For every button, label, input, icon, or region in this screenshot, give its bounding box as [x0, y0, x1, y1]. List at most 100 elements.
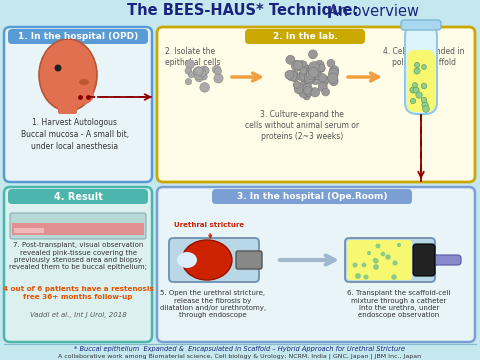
Circle shape — [309, 62, 319, 72]
Circle shape — [212, 66, 221, 74]
Text: 5. Open the urethral stricture,
release the fibrosis by
dilatation and/or urethr: 5. Open the urethral stricture, release … — [160, 290, 266, 319]
Circle shape — [303, 87, 312, 95]
Circle shape — [303, 90, 311, 98]
Text: 6. Transplant the scaffold-cell
mixture through a catheter
into the urethra, und: 6. Transplant the scaffold-cell mixture … — [348, 290, 451, 319]
Circle shape — [306, 68, 317, 78]
Circle shape — [413, 87, 419, 93]
Text: A collaborative work among Biomaterial science, Cell biology & Urology; NCRM, In: A collaborative work among Biomaterial s… — [59, 353, 421, 359]
Text: 4. Result: 4. Result — [54, 192, 102, 202]
FancyBboxPatch shape — [8, 29, 148, 44]
Circle shape — [328, 73, 338, 83]
FancyBboxPatch shape — [58, 88, 77, 114]
Circle shape — [303, 85, 311, 93]
Text: 2. Isolate the
epithelial cells: 2. Isolate the epithelial cells — [165, 47, 220, 67]
Text: 1. In the hospital (OPD): 1. In the hospital (OPD) — [18, 32, 138, 41]
Circle shape — [200, 82, 209, 92]
Circle shape — [306, 69, 316, 80]
Circle shape — [304, 73, 314, 82]
FancyBboxPatch shape — [413, 244, 435, 276]
Circle shape — [302, 65, 313, 76]
Text: 2. In the lab.: 2. In the lab. — [273, 32, 337, 41]
FancyBboxPatch shape — [345, 238, 435, 282]
Circle shape — [197, 68, 206, 77]
Circle shape — [193, 68, 202, 76]
Ellipse shape — [79, 79, 89, 85]
Circle shape — [321, 78, 328, 86]
Circle shape — [322, 88, 330, 96]
Circle shape — [185, 68, 192, 74]
Text: 1. Harvest Autologous
Buccal mucosa - A small bit,
under local anesthesia: 1. Harvest Autologous Buccal mucosa - A … — [21, 118, 129, 150]
Ellipse shape — [39, 39, 97, 111]
Circle shape — [291, 60, 302, 71]
Text: Vaddi et al., Int J Urol, 2018: Vaddi et al., Int J Urol, 2018 — [30, 312, 126, 318]
Circle shape — [303, 93, 310, 100]
Circle shape — [391, 274, 397, 280]
FancyBboxPatch shape — [8, 189, 148, 204]
Circle shape — [410, 99, 416, 104]
Circle shape — [304, 87, 313, 96]
Circle shape — [197, 69, 207, 79]
Circle shape — [293, 60, 303, 70]
Circle shape — [200, 66, 208, 74]
Circle shape — [421, 64, 426, 69]
Circle shape — [188, 72, 194, 78]
Circle shape — [307, 66, 315, 75]
Circle shape — [314, 68, 321, 75]
Circle shape — [289, 71, 300, 81]
Circle shape — [318, 82, 327, 91]
FancyBboxPatch shape — [433, 255, 461, 265]
Text: An overview: An overview — [324, 4, 419, 18]
Circle shape — [361, 262, 366, 267]
Circle shape — [305, 78, 312, 86]
Circle shape — [328, 68, 338, 78]
Circle shape — [363, 275, 369, 279]
Circle shape — [311, 66, 320, 75]
Circle shape — [304, 75, 314, 84]
Circle shape — [297, 60, 307, 71]
FancyBboxPatch shape — [401, 20, 441, 30]
Circle shape — [302, 84, 312, 93]
Circle shape — [416, 92, 422, 98]
Circle shape — [185, 78, 192, 85]
Circle shape — [397, 243, 401, 247]
FancyBboxPatch shape — [4, 187, 152, 342]
FancyBboxPatch shape — [347, 240, 412, 280]
Circle shape — [414, 68, 420, 74]
Text: 4. Cells suspended in
polymer scaffold: 4. Cells suspended in polymer scaffold — [383, 47, 465, 67]
Circle shape — [201, 73, 207, 80]
Circle shape — [423, 106, 429, 112]
Text: 3. In the hospital (Ope.Room): 3. In the hospital (Ope.Room) — [237, 192, 387, 201]
Circle shape — [293, 81, 300, 89]
Circle shape — [422, 102, 428, 108]
FancyBboxPatch shape — [405, 24, 437, 114]
Circle shape — [215, 68, 221, 75]
Circle shape — [308, 67, 319, 77]
Circle shape — [193, 67, 203, 76]
Circle shape — [414, 62, 420, 68]
Circle shape — [393, 260, 397, 266]
Circle shape — [375, 244, 381, 248]
Circle shape — [330, 66, 339, 75]
Text: 3. Culture-expand the
cells without animal serum or
proteins (2~3 weeks): 3. Culture-expand the cells without anim… — [245, 110, 359, 141]
Circle shape — [355, 273, 361, 279]
FancyBboxPatch shape — [10, 213, 146, 239]
Circle shape — [329, 77, 338, 86]
Ellipse shape — [182, 240, 232, 280]
Text: The BEES-HAUS* Technique:: The BEES-HAUS* Technique: — [127, 4, 359, 18]
FancyBboxPatch shape — [245, 29, 365, 44]
Circle shape — [421, 83, 427, 89]
Circle shape — [55, 64, 61, 72]
Circle shape — [306, 67, 317, 78]
Circle shape — [319, 74, 327, 82]
Text: 7. Post-transplant, visual observation
revealed pink-tissue covering the
previou: 7. Post-transplant, visual observation r… — [9, 242, 147, 270]
Circle shape — [315, 60, 324, 69]
Circle shape — [300, 67, 307, 75]
Text: 4 out of 6 patients have a restenosis
free 36+ months follow-up: 4 out of 6 patients have a restenosis fr… — [2, 286, 154, 300]
Circle shape — [299, 71, 310, 81]
Circle shape — [285, 71, 294, 79]
Circle shape — [317, 64, 325, 72]
Circle shape — [327, 59, 335, 67]
FancyBboxPatch shape — [407, 50, 435, 112]
Text: Urethral stricture: Urethral stricture — [174, 222, 244, 238]
Circle shape — [300, 68, 310, 77]
